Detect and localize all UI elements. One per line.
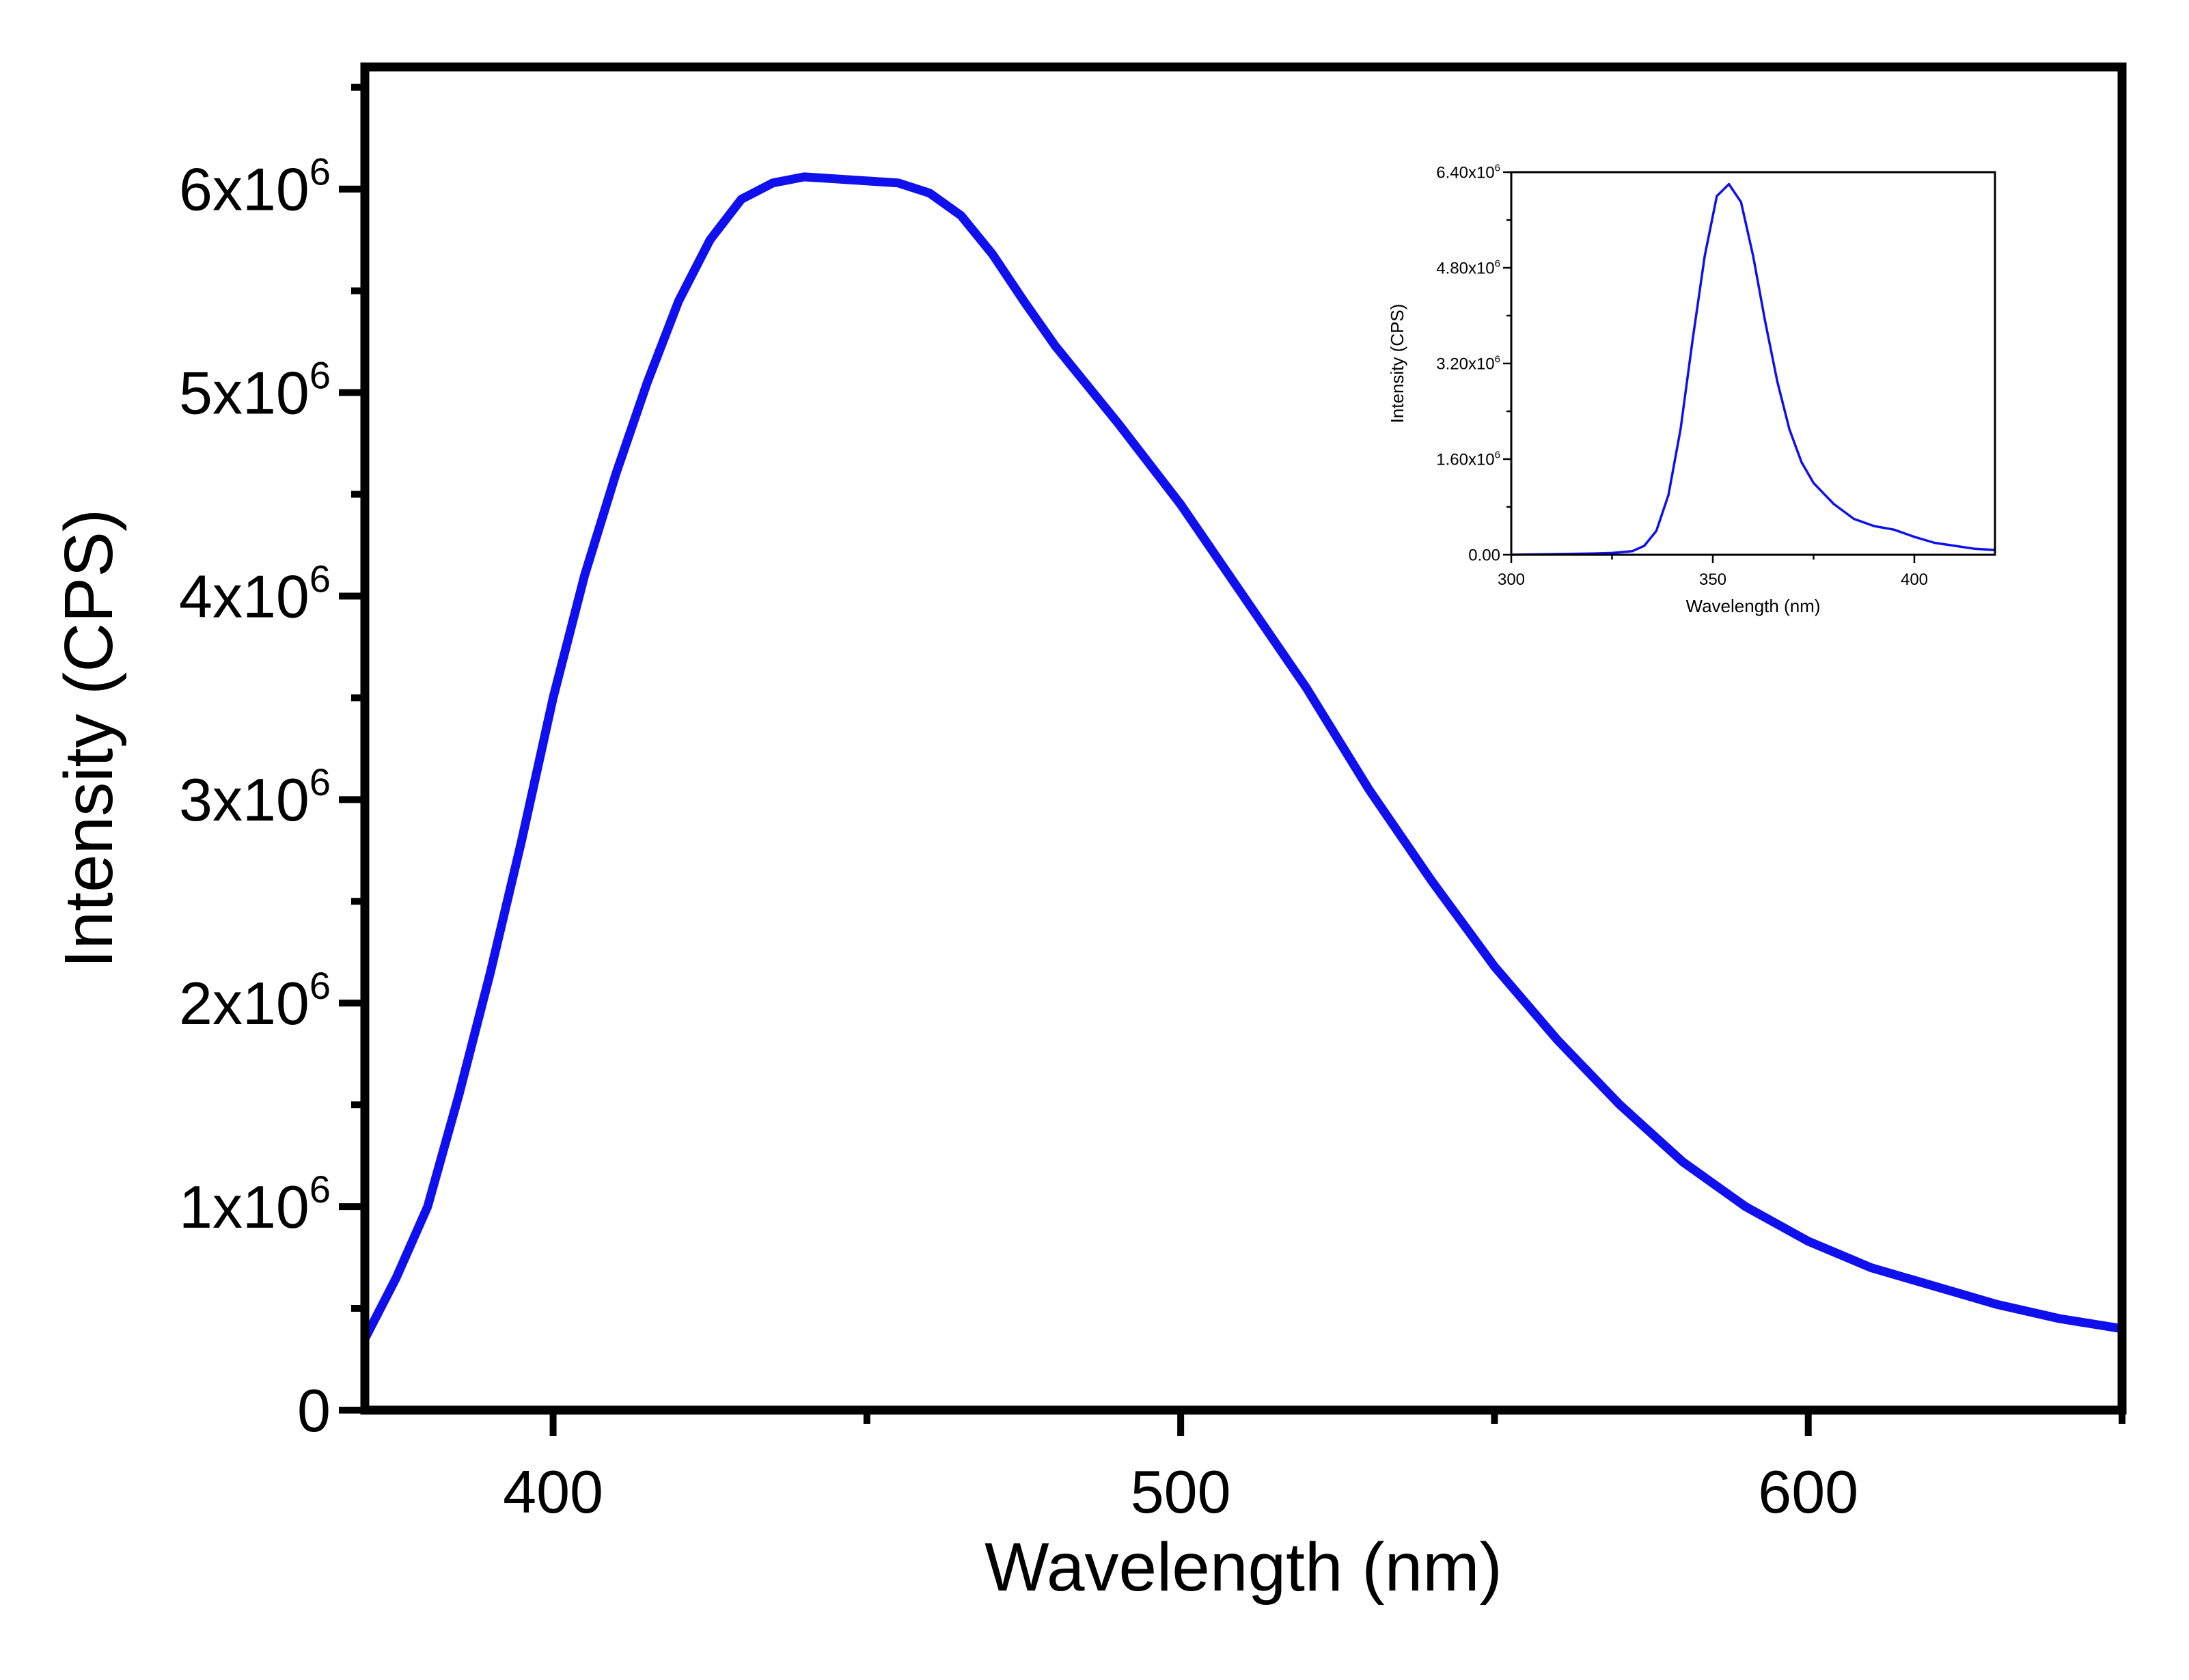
series-line-inset-0 xyxy=(1510,182,1996,556)
chart-inset: 300 350 400 0.00 1.60x106 3.20x106 4.80x106 6.4… xyxy=(1387,162,1996,616)
x-tick-label-main: 400 xyxy=(503,1458,603,1526)
y-axis-title-main: Intensity (CPS) xyxy=(51,509,127,968)
x-axis-title-main: Wavelength (nm) xyxy=(985,1529,1502,1606)
y-tick-label-main: 4x106 xyxy=(179,557,331,630)
y-tick-label-main: 2x106 xyxy=(179,964,331,1037)
y-tick-label-inset: 0.00 xyxy=(1468,546,1500,564)
x-tick-label-main: 500 xyxy=(1131,1458,1231,1526)
y-tick-label-main: 5x106 xyxy=(179,353,331,426)
y-tick-label-main: 6x106 xyxy=(179,150,331,223)
x-tick-label-inset: 300 xyxy=(1498,570,1525,589)
y-axis-title-inset: Intensity (CPS) xyxy=(1387,304,1407,424)
x-tick-label-inset: 350 xyxy=(1699,570,1726,589)
y-tick-label-main: 3x106 xyxy=(179,760,331,834)
x-tick-label-main: 600 xyxy=(1758,1458,1858,1526)
y-tick-label-inset: 4.80x106 xyxy=(1436,258,1500,277)
y-tick-label-inset: 3.20x106 xyxy=(1436,353,1500,373)
y-tick-label-inset: 6.40x106 xyxy=(1436,162,1500,182)
x-tick-label-inset: 400 xyxy=(1901,570,1928,589)
y-tick-label-main: 1x106 xyxy=(179,1168,331,1241)
y-tick-label-inset: 1.60x106 xyxy=(1436,449,1500,469)
plot-frame-main xyxy=(360,62,2127,1415)
y-tick-label-main: 0 xyxy=(297,1377,331,1444)
x-axis-title-inset: Wavelength (nm) xyxy=(1686,596,1821,616)
series-line-main-0 xyxy=(360,172,2127,1344)
chart-main: 400 500 600 0 1x106 2x106 3x106 4x106 5x106 6x106… xyxy=(51,62,2127,1606)
